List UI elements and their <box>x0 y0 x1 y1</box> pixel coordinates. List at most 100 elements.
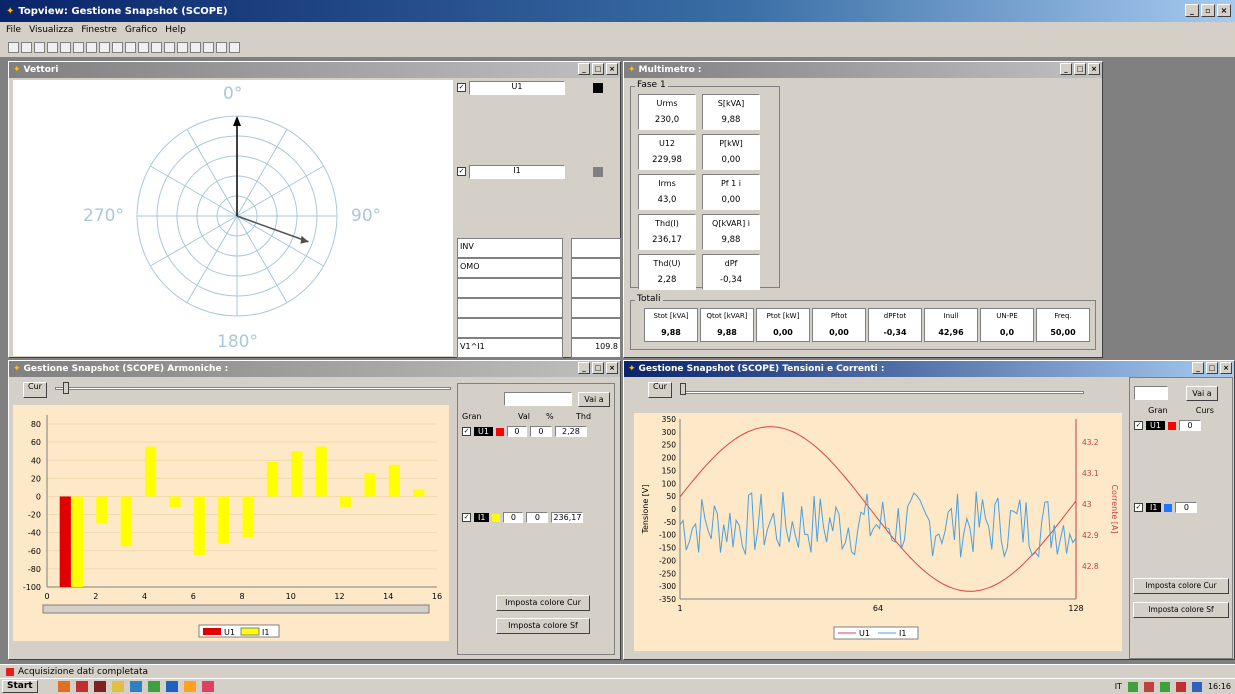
topview-icon[interactable] <box>183 681 196 692</box>
u1-checkbox[interactable]: ✓ <box>1134 421 1143 430</box>
toolbar-button[interactable] <box>190 42 201 53</box>
tensioni-titlebar[interactable]: ✦ Gestione Snapshot (SCOPE) Tensioni e C… <box>624 361 1234 377</box>
toolbar-button[interactable] <box>73 42 84 53</box>
armoniche-titlebar[interactable]: ✦ Gestione Snapshot (SCOPE) Armoniche : … <box>9 361 620 377</box>
app-icon[interactable] <box>129 681 142 692</box>
meter-cell: Thd(I) 236,17 <box>638 214 696 250</box>
toolbar-button[interactable] <box>99 42 110 53</box>
app-icon[interactable] <box>75 681 88 692</box>
toolbar-button[interactable] <box>60 42 71 53</box>
app-icon[interactable] <box>165 681 178 692</box>
minimize-button[interactable]: _ <box>578 63 590 75</box>
toolbar-button[interactable] <box>203 42 214 53</box>
close-button[interactable]: × <box>1220 362 1232 374</box>
minimize-button[interactable]: _ <box>1185 4 1199 17</box>
i1-color-swatch[interactable] <box>1164 503 1173 512</box>
app-icon[interactable] <box>201 681 214 692</box>
meter-value: 229,98 <box>652 155 682 165</box>
i1-checkbox[interactable]: ✓ <box>1134 503 1143 512</box>
menu-file[interactable]: File <box>6 25 22 35</box>
app-icon[interactable] <box>57 681 70 692</box>
restore-button[interactable]: ▫ <box>1201 4 1215 17</box>
menu-finestre[interactable]: Finestre <box>81 25 117 35</box>
cursor-slider[interactable] <box>63 382 69 394</box>
toolbar-button[interactable] <box>21 42 32 53</box>
toolbar-button[interactable] <box>138 42 149 53</box>
toolbar-button[interactable] <box>177 42 188 53</box>
start-button[interactable]: Start <box>2 680 38 693</box>
toolbar-button[interactable] <box>34 42 45 53</box>
toolbar-button[interactable] <box>216 42 227 53</box>
menu-visualizza[interactable]: Visualizza <box>29 25 74 35</box>
polar-spoke <box>186 129 238 217</box>
vettori-titlebar[interactable]: ✦ Vettori _ □ × <box>9 62 620 78</box>
maximize-button[interactable]: □ <box>592 362 604 374</box>
u1-harmonic-row: ✓ U1 0 0 2,28 <box>462 426 587 437</box>
close-button[interactable]: × <box>1217 4 1231 17</box>
vai-a-button[interactable]: Vai a <box>1186 386 1218 401</box>
minimize-button[interactable]: _ <box>1192 362 1204 374</box>
vai-a-input[interactable] <box>1134 386 1168 400</box>
toolbar-button[interactable] <box>86 42 97 53</box>
maximize-button[interactable]: □ <box>592 63 604 75</box>
vector-table-value <box>571 238 621 258</box>
imposta-colore-cur-button[interactable]: Imposta colore Cur <box>1133 578 1229 594</box>
toolbar-button[interactable] <box>229 42 240 53</box>
imposta-colore-cur-button[interactable]: Imposta colore Cur <box>496 595 590 611</box>
meter-cell: Thd(U) 2,28 <box>638 254 696 290</box>
multimetro-title: Multimetro : <box>638 65 702 75</box>
cur-button[interactable]: Cur <box>23 382 47 398</box>
u1-color-swatch[interactable] <box>593 83 603 93</box>
app-icon[interactable] <box>93 681 106 692</box>
tray-icon[interactable] <box>1127 681 1138 692</box>
toolbar-button[interactable] <box>8 42 19 53</box>
folder-icon[interactable] <box>111 681 124 692</box>
tray-icon[interactable] <box>1191 681 1202 692</box>
cur-button[interactable]: Cur <box>648 382 672 398</box>
multimetro-titlebar[interactable]: ✦ Multimetro : _ □ × <box>624 62 1102 78</box>
x-tick-label: 16 <box>432 592 442 601</box>
meter-cell: S[kVA] 9,88 <box>702 94 760 130</box>
cursor-track[interactable] <box>55 387 451 390</box>
toolbar-button[interactable] <box>151 42 162 53</box>
maximize-button[interactable]: □ <box>1074 63 1086 75</box>
toolbar-button[interactable] <box>125 42 136 53</box>
total-value: 9,88 <box>661 328 681 337</box>
tray-icon[interactable] <box>1143 681 1154 692</box>
u1-checkbox[interactable]: ✓ <box>457 83 466 92</box>
menu-help[interactable]: Help <box>165 25 186 35</box>
close-button[interactable]: × <box>606 362 618 374</box>
toolbar-button[interactable] <box>112 42 123 53</box>
minimize-button[interactable]: _ <box>578 362 590 374</box>
cursor-track[interactable] <box>680 391 1084 394</box>
i1-checkbox[interactable]: ✓ <box>457 167 466 176</box>
minimize-button[interactable]: _ <box>1060 63 1072 75</box>
i1-color-swatch[interactable] <box>593 167 603 177</box>
app-icon[interactable] <box>147 681 160 692</box>
vai-a-input[interactable] <box>504 392 572 406</box>
language-indicator[interactable]: IT <box>1114 682 1122 691</box>
u1-checkbox[interactable]: ✓ <box>462 427 471 436</box>
toolbar-button[interactable] <box>164 42 175 53</box>
vector-table-value: 109.8 <box>571 338 621 358</box>
i1-bar <box>291 451 303 497</box>
close-button[interactable]: × <box>606 63 618 75</box>
u1-color-swatch[interactable] <box>1167 421 1176 430</box>
toolbar-button[interactable] <box>47 42 58 53</box>
close-button[interactable]: × <box>1088 63 1100 75</box>
meter-label: Irms <box>658 179 676 188</box>
vai-a-button[interactable]: Vai a <box>578 392 610 407</box>
maximize-button[interactable]: □ <box>1206 362 1218 374</box>
x-tick-label: 0 <box>44 592 49 601</box>
imposta-colore-sf-button[interactable]: Imposta colore Sf <box>496 618 590 634</box>
tray-icon[interactable] <box>1175 681 1186 692</box>
tray-icon[interactable] <box>1159 681 1170 692</box>
i1-checkbox[interactable]: ✓ <box>462 513 471 522</box>
u1-curs: 0 <box>1178 420 1201 431</box>
u1-color-swatch[interactable] <box>495 427 504 436</box>
menu-grafico[interactable]: Grafico <box>124 25 158 35</box>
i1-color-swatch[interactable] <box>492 513 501 522</box>
imposta-colore-sf-button[interactable]: Imposta colore Sf <box>1133 602 1229 618</box>
cursor-slider[interactable] <box>680 383 686 395</box>
total-cell: Pftot 0,00 <box>812 308 866 342</box>
